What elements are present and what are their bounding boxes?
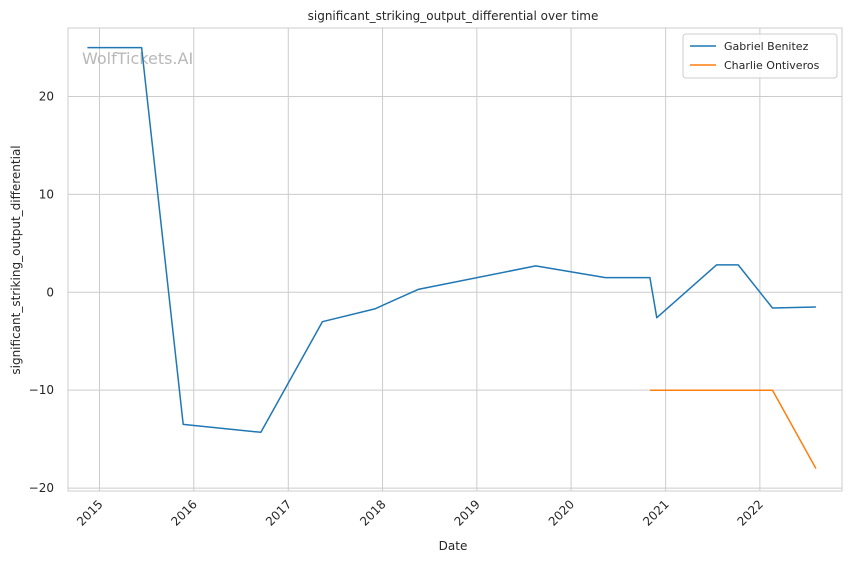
y-tick-labels: −20 −10 0 10 20 <box>29 90 54 496</box>
plot-frame <box>67 27 843 492</box>
y-tick-label: −20 <box>29 481 54 495</box>
series-group <box>87 46 817 469</box>
y-tick-label: 10 <box>39 187 54 201</box>
legend-label-charlie-ontiveros: Charlie Ontiveros <box>724 59 820 72</box>
y-tick-label: 20 <box>39 90 54 104</box>
watermark: WolfTickets.AI <box>82 49 193 68</box>
chart-title: significant_striking_output_differential… <box>308 9 599 23</box>
y-tick-label: −10 <box>29 383 54 397</box>
x-axis-title: Date <box>439 539 468 553</box>
series-line-charlie-ontiveros <box>649 389 817 469</box>
y-tick-label: 0 <box>46 285 54 299</box>
legend: Gabriel Benitez Charlie Ontiveros <box>682 33 838 79</box>
series-line-gabriel-benitez <box>87 46 816 434</box>
plot-area <box>68 28 842 491</box>
y-axis-title: significant_striking_output_differential <box>9 145 23 374</box>
legend-label-gabriel-benitez: Gabriel Benitez <box>724 40 809 53</box>
legend-box <box>682 33 838 79</box>
